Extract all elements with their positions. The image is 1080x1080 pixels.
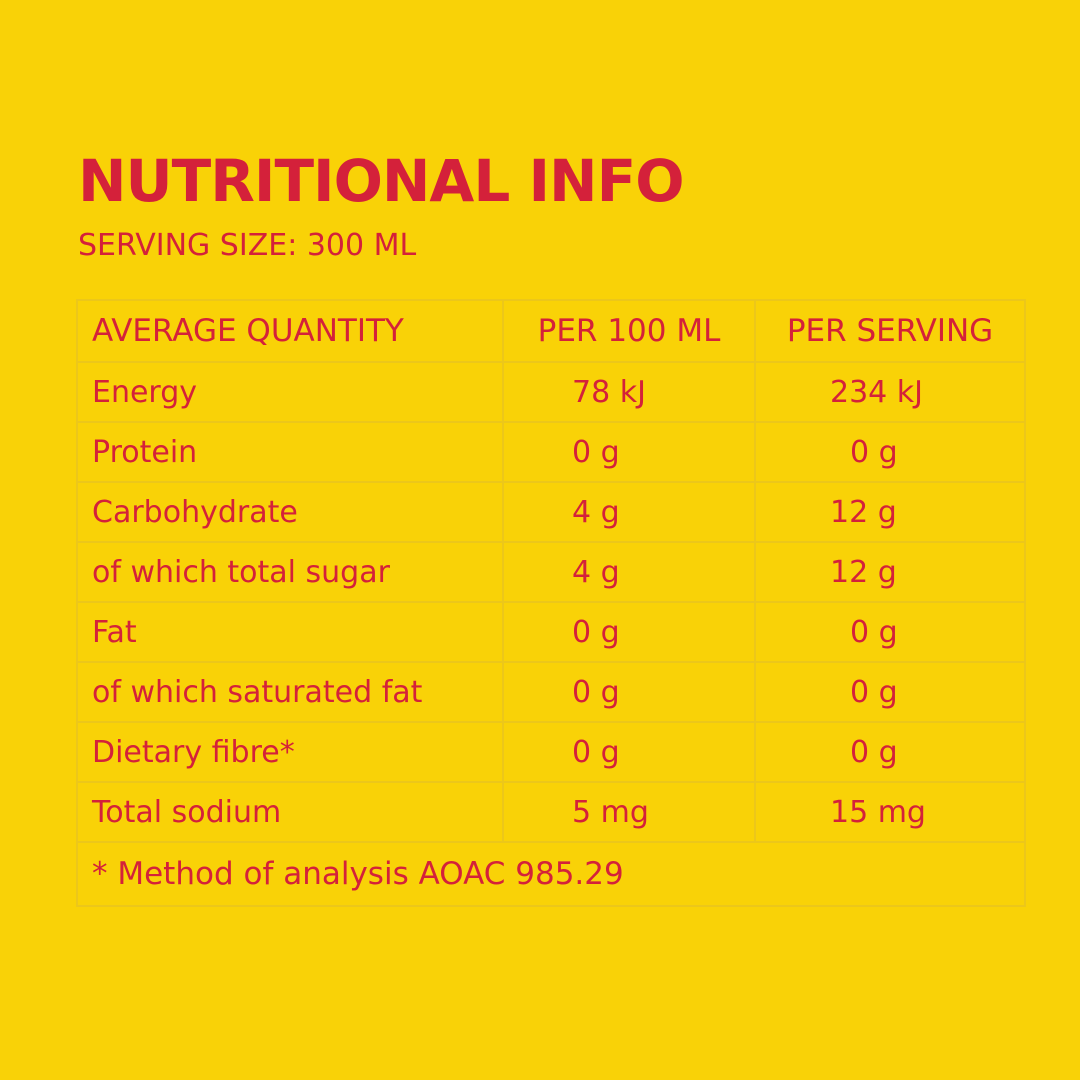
- per-100ml-value: 4 g: [502, 541, 756, 603]
- table-row: Dietary fibre* 0 g 0 g: [76, 721, 1026, 783]
- table-row: Energy 78 kJ 234 kJ: [76, 361, 1026, 423]
- per-serving-value: 0 g: [754, 721, 1026, 783]
- per-100ml-value: 78 kJ: [502, 361, 756, 423]
- page-title: NUTRITIONAL INFO: [78, 147, 685, 215]
- nutrition-table: AVERAGE QUANTITY PER 100 ML PER SERVING …: [76, 299, 1026, 907]
- row-label: Fat: [76, 601, 504, 663]
- table-row: Protein 0 g 0 g: [76, 421, 1026, 483]
- column-header-per-serving: PER SERVING: [754, 299, 1026, 363]
- table-row: Carbohydrate 4 g 12 g: [76, 481, 1026, 543]
- footnote-row: * Method of analysis AOAC 985.29: [76, 841, 1026, 907]
- table-row: Total sodium 5 mg 15 mg: [76, 781, 1026, 843]
- column-header-average-quantity: AVERAGE QUANTITY: [76, 299, 504, 363]
- per-serving-value: 234 kJ: [754, 361, 1026, 423]
- serving-size: SERVING SIZE: 300 ML: [78, 228, 417, 263]
- per-serving-value: 12 g: [754, 481, 1026, 543]
- per-100ml-value: 0 g: [502, 721, 756, 783]
- row-label: Dietary fibre*: [76, 721, 504, 783]
- per-serving-value: 0 g: [754, 661, 1026, 723]
- per-100ml-value: 0 g: [502, 661, 756, 723]
- per-serving-value: 15 mg: [754, 781, 1026, 843]
- row-label: Total sodium: [76, 781, 504, 843]
- per-100ml-value: 4 g: [502, 481, 756, 543]
- column-header-per-100ml: PER 100 ML: [502, 299, 756, 363]
- per-serving-value: 0 g: [754, 601, 1026, 663]
- table-row: of which saturated fat 0 g 0 g: [76, 661, 1026, 723]
- row-label: of which saturated fat: [76, 661, 504, 723]
- row-label: Protein: [76, 421, 504, 483]
- table-header-row: AVERAGE QUANTITY PER 100 ML PER SERVING: [76, 299, 1026, 363]
- table-row: Fat 0 g 0 g: [76, 601, 1026, 663]
- row-label: of which total sugar: [76, 541, 504, 603]
- row-label: Carbohydrate: [76, 481, 504, 543]
- footnote: * Method of analysis AOAC 985.29: [76, 841, 1026, 907]
- per-serving-value: 0 g: [754, 421, 1026, 483]
- per-100ml-value: 0 g: [502, 421, 756, 483]
- per-100ml-value: 0 g: [502, 601, 756, 663]
- table-row: of which total sugar 4 g 12 g: [76, 541, 1026, 603]
- row-label: Energy: [76, 361, 504, 423]
- per-100ml-value: 5 mg: [502, 781, 756, 843]
- per-serving-value: 12 g: [754, 541, 1026, 603]
